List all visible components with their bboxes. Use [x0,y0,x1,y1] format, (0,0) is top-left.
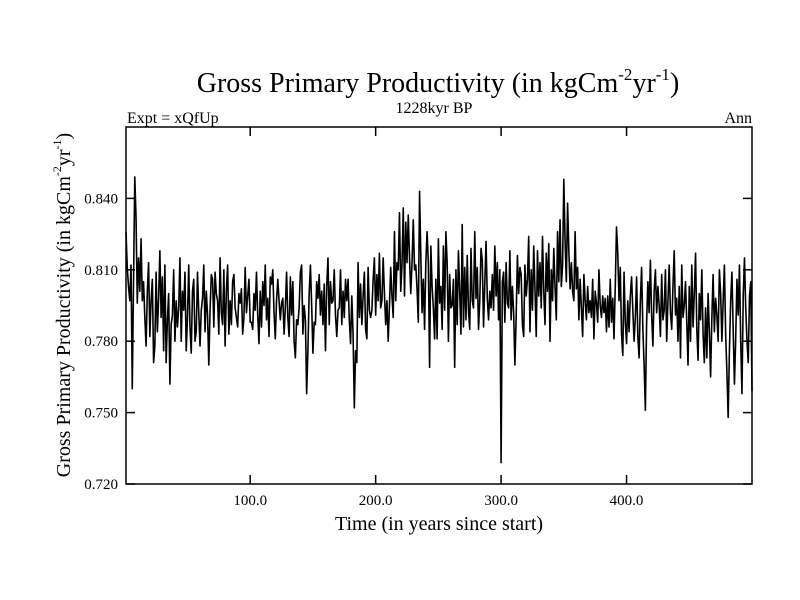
x-tick-label: 300.0 [484,493,518,509]
plot-frame [125,126,753,485]
x-tick-label: 200.0 [359,493,393,509]
x-axis-label: Time (in years since start) [335,513,543,535]
title-main: Gross Primary Productivity (in kgCm [197,68,619,99]
ylabel-main: Gross Primary Productivity (in kgCm [53,176,75,478]
x-tick-label: 400.0 [610,493,644,509]
title-sup-2: -1 [656,65,670,84]
ylabel-end: ) [53,133,75,140]
chart-title: Gross Primary Productivity (in kgCm-2yr-… [197,65,680,99]
y-tick-label: 0.840 [84,191,118,207]
ylabel-sup-2: -1 [50,139,64,149]
ylabel-sup-1: -2 [50,166,64,176]
y-tick-label: 0.780 [84,334,118,350]
y-tick-label: 0.750 [84,406,118,422]
title-mid: yr [632,68,656,99]
x-axis-ticks: 100.0 200.0 300.0 400.0 [233,127,643,509]
title-end: ) [670,68,679,99]
subtitle-left: Expt = xQfUp [127,110,219,127]
x-tick-label: 100.0 [233,493,267,509]
subtitle-right: Ann [724,110,752,127]
series-line-gpp [125,176,753,464]
y-tick-label: 0.720 [84,477,118,493]
y-axis-ticks: 0.720 0.750 0.780 0.810 0.840 [84,191,752,493]
ylabel-mid: yr [53,149,75,166]
subtitle-center: 1228kyr BP [396,100,473,117]
title-sup-1: -2 [618,65,632,84]
y-tick-label: 0.810 [84,263,118,279]
y-axis-label: Gross Primary Productivity (in kgCm-2yr-… [50,133,75,477]
